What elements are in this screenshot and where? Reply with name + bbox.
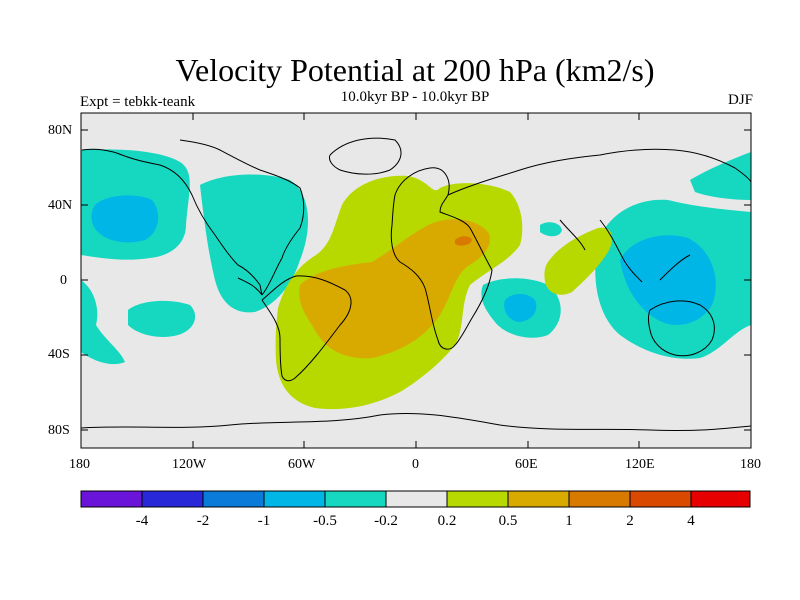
colorbar-label-0: -4 <box>136 513 149 529</box>
coastline-antarctica <box>81 412 751 432</box>
colorbar-label-4: -0.2 <box>374 513 398 529</box>
colorbar-swatch-5 <box>385 490 448 508</box>
colorbar-swatch-0 <box>80 490 143 508</box>
colorbar-swatch-1 <box>141 490 204 508</box>
contour-pacific-northeast-negative <box>690 152 751 200</box>
lon-tick-180e: 180 <box>740 457 761 472</box>
colorbar-label-3: -0.5 <box>313 513 337 529</box>
lat-tick-40n: 40N <box>48 198 73 213</box>
experiment-label: Expt = tebkk-teank <box>80 94 196 110</box>
contour-north-america-negative <box>200 174 309 313</box>
colorbar-label-9: 4 <box>687 513 695 529</box>
contour-madagascar-strong-negative <box>504 294 537 322</box>
map-title: Velocity Potential at 200 hPa (km2/s) <box>175 52 655 88</box>
lon-tick-60w: 60W <box>288 457 316 472</box>
colorbar: -4 -2 -1 -0.5 -0.2 0.2 0.5 1 2 4 <box>80 490 751 529</box>
colorbar-swatch-9 <box>629 490 692 508</box>
colorbar-swatch-3 <box>263 490 326 508</box>
coastline-australia <box>648 300 715 357</box>
lon-tick-60e: 60E <box>515 457 538 472</box>
axis-ticks <box>80 113 752 448</box>
lat-tick-80n: 80N <box>48 123 73 138</box>
colorbar-swatch-6 <box>446 490 509 508</box>
contour-saudi-arabia-strong-positive <box>455 236 472 246</box>
colorbar-label-5: 0.2 <box>438 513 457 529</box>
lon-tick-120e: 120E <box>625 457 655 472</box>
map-subtitle: 10.0kyr BP - 10.0kyr BP <box>340 89 490 105</box>
colorbar-label-6: 0.5 <box>499 513 518 529</box>
lon-tick-0: 0 <box>412 457 419 472</box>
coastlines <box>81 137 751 432</box>
coastline-south-america <box>261 275 352 382</box>
colorbar-label-2: -1 <box>258 513 271 529</box>
contour-arabia-positive <box>544 227 613 295</box>
colorbar-label-7: 1 <box>565 513 573 529</box>
contour-pacific-south-negative <box>81 280 125 365</box>
coastline-north-america <box>81 139 305 296</box>
lon-tick-180w: 180 <box>69 457 90 472</box>
lon-tick-120w: 120W <box>172 457 207 472</box>
contour-arabian-sea-negative <box>540 222 562 237</box>
contour-atlantic-africa-strong-positive <box>299 219 490 359</box>
colorbar-label-1: -2 <box>197 513 210 529</box>
colorbar-label-8: 2 <box>626 513 634 529</box>
contour-east-pacific-negative <box>128 300 196 337</box>
coastline-greenland <box>329 137 402 175</box>
colorbar-swatch-10 <box>690 490 751 508</box>
lat-tick-80s: 80S <box>48 423 70 438</box>
season-label: DJF <box>727 92 753 108</box>
lat-tick-40s: 40S <box>48 347 70 362</box>
contour-pacific-strong-negative <box>91 195 159 243</box>
colorbar-swatch-4 <box>324 490 387 508</box>
lat-tick-0: 0 <box>60 273 67 288</box>
colorbar-swatch-2 <box>202 490 265 508</box>
map-plot-area <box>81 113 751 448</box>
colorbar-swatch-8 <box>568 490 631 508</box>
coastline-asia <box>447 148 751 283</box>
colorbar-swatch-7 <box>507 490 570 508</box>
